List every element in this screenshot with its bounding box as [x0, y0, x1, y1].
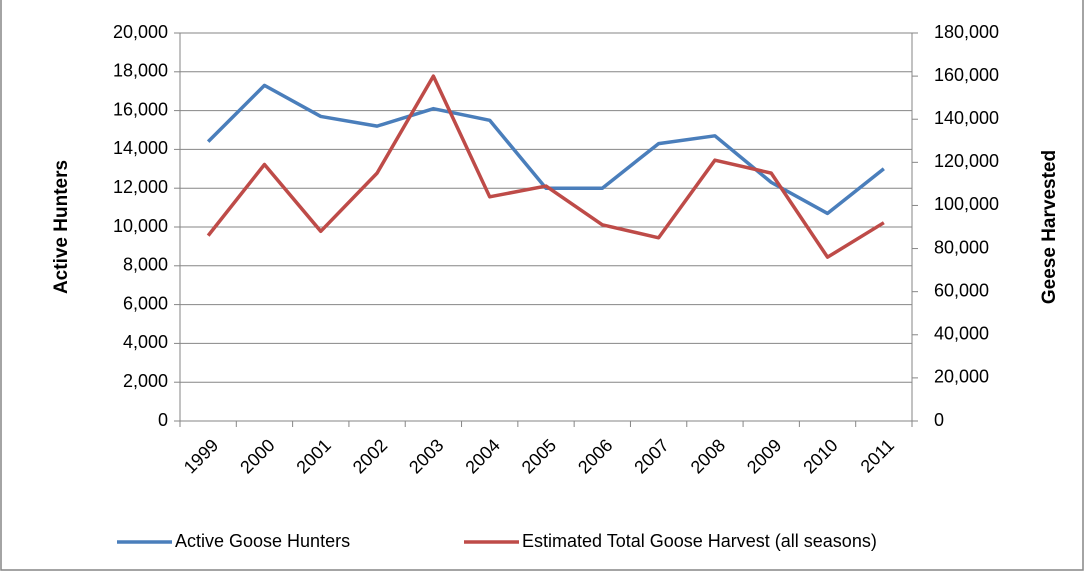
- y-tick-label: 16,000: [113, 99, 168, 119]
- y2-tick-label: 80,000: [934, 237, 989, 257]
- y2-tick-label: 120,000: [934, 151, 999, 171]
- y-tick-label: 0: [158, 410, 168, 430]
- y-tick-label: 12,000: [113, 177, 168, 197]
- y-tick-label: 14,000: [113, 138, 168, 158]
- y-tick-label: 2,000: [123, 371, 168, 391]
- y2-axis-title: Geese Harvested: [1039, 150, 1060, 304]
- y2-tick-label: 100,000: [934, 194, 999, 214]
- y2-tick-label: 180,000: [934, 22, 999, 42]
- y2-tick-label: 20,000: [934, 367, 989, 387]
- y-tick-label: 10,000: [113, 216, 168, 236]
- y-tick-label: 8,000: [123, 255, 168, 275]
- legend-label: Estimated Total Goose Harvest (all seaso…: [522, 531, 877, 551]
- y-tick-label: 4,000: [123, 332, 168, 352]
- y2-tick-label: 160,000: [934, 65, 999, 85]
- series-line: [206, 83, 885, 216]
- y-tick-label: 20,000: [113, 22, 168, 42]
- y-tick-label: 18,000: [113, 61, 168, 81]
- y2-tick-label: 40,000: [934, 324, 989, 344]
- legend-label: Active Goose Hunters: [175, 531, 350, 551]
- y-tick-label: 6,000: [123, 293, 168, 313]
- y2-tick-label: 140,000: [934, 108, 999, 128]
- y-axis-title: Active Hunters: [51, 160, 72, 294]
- y2-tick-label: 0: [934, 410, 944, 430]
- y2-tick-label: 60,000: [934, 280, 989, 300]
- series-line: [206, 74, 885, 259]
